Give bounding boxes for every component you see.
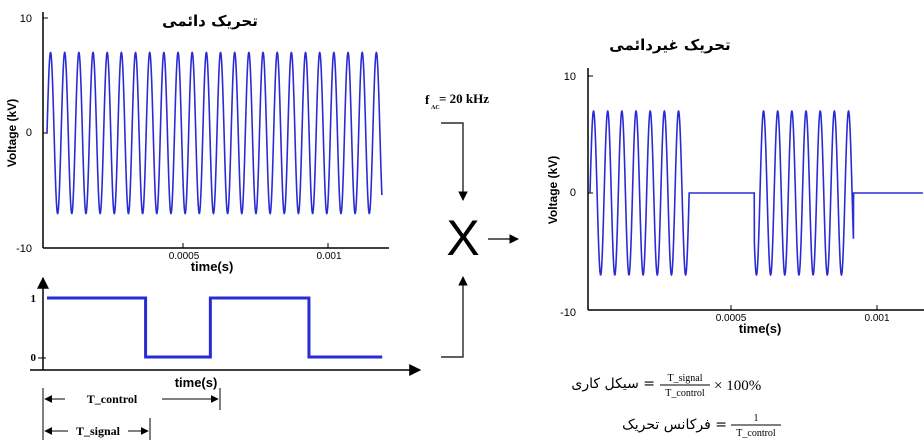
frequency-denominator: T_control: [736, 428, 776, 439]
pulse-xlabel: time(s): [175, 375, 218, 390]
duty-cycle-label: سیکل کاری =: [571, 376, 655, 392]
freq-label-value: = 20 kHz: [439, 91, 489, 106]
left-xtick-2: 0.001: [316, 251, 341, 262]
right-ytick-10: 10: [564, 71, 576, 83]
pulse-input-arrow: [441, 276, 468, 358]
right-burst-series: [589, 109, 923, 277]
excitation-frequency-label: فرکانس تحریک =: [622, 417, 727, 433]
right-ytick-0: 0: [570, 187, 576, 199]
right-plot-ylabel: Voltage (kV): [546, 156, 560, 224]
formulas: سیکل کاری = T_signal T_control × 100% فر…: [571, 373, 781, 439]
freq-label-main: f: [425, 92, 430, 107]
left-plot-xlabel: time(s): [191, 259, 234, 274]
left-ytick-10: 10: [20, 13, 32, 25]
right-xtick-2: 0.001: [864, 313, 889, 324]
right-plot-title: تحریک غیردائمی: [609, 36, 730, 54]
left-plot-title: تحریک دائمی: [162, 12, 258, 30]
t-signal-label: T_signal: [76, 424, 121, 438]
frequency-numerator: 1: [754, 413, 759, 424]
right-xtick-1: 0.0005: [716, 313, 747, 324]
pulse-ytick-1: 1: [31, 293, 37, 305]
freq-input-arrow: [441, 122, 468, 201]
left-ytick-neg10: -10: [16, 243, 32, 255]
left-xtick-1: 0.0005: [169, 251, 200, 262]
pulse-ytick-0: 0: [31, 352, 37, 364]
left-sine-series: [46, 51, 383, 215]
left-plot: تحریک دائمی Voltage (kV) 10 0 -10 0.0005…: [5, 12, 389, 274]
freq-label-sub: AC: [431, 105, 440, 111]
duty-cycle-denominator: T_control: [665, 388, 705, 399]
left-ytick-0: 0: [26, 127, 32, 139]
pulse-plot: 1 0 time(s) T_control T_signal: [30, 276, 422, 440]
right-plot: تحریک غیردائمی Voltage (kV) 10 0 -10 0.0…: [546, 36, 924, 336]
pulse-series: [47, 296, 383, 359]
right-ytick-neg10: -10: [560, 307, 576, 319]
t-control-label: T_control: [87, 392, 138, 406]
right-plot-xlabel: time(s): [739, 321, 782, 336]
duty-cycle-numerator: T_signal: [668, 373, 703, 384]
duty-cycle-suffix: × 100%: [714, 378, 761, 394]
left-plot-ylabel: Voltage (kV): [5, 99, 19, 167]
multiply-symbol: X: [446, 210, 479, 266]
multiplier-block: f AC = 20 kHz X: [425, 91, 519, 358]
